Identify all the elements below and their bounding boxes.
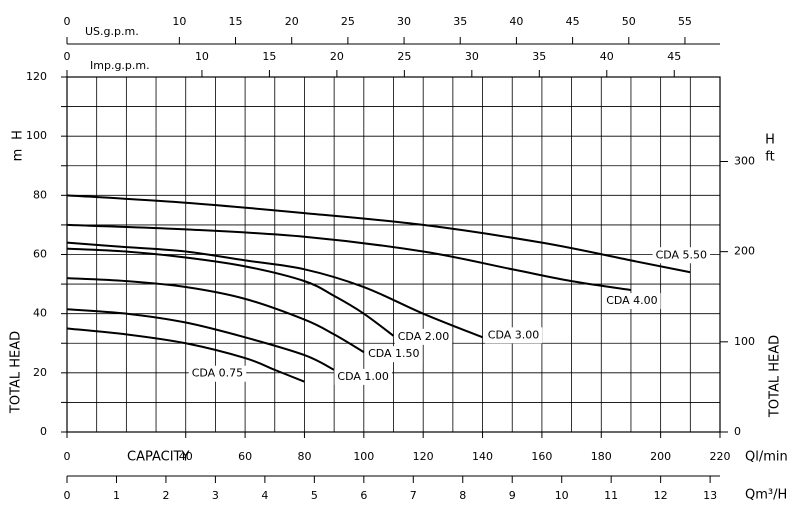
label-bg <box>484 327 543 344</box>
top-tick-label: 10 <box>172 15 186 28</box>
bottom-tick-label: 0 <box>64 489 71 502</box>
top-tick-label: 15 <box>229 15 243 28</box>
top-tick-label: 30 <box>397 15 411 28</box>
y2-label: TOTAL HEAD <box>768 335 783 418</box>
top-tick-label: 20 <box>330 50 344 63</box>
curve-label: CDA 5.50 <box>656 248 707 261</box>
bottom-tick-label: 1 <box>113 489 120 502</box>
x-label: CAPACITY <box>127 450 189 465</box>
pump-curve <box>66 194 691 274</box>
top-tick-label: 45 <box>667 50 681 63</box>
curve-label: CDA 1.50 <box>368 347 419 360</box>
y2-unit: ft <box>765 150 774 165</box>
y-tick-label: 60 <box>33 248 47 261</box>
label-bg <box>394 328 453 345</box>
y2-symbol: H <box>765 133 775 148</box>
top-tick-label: 40 <box>509 15 523 28</box>
x-tick-label: 40 <box>179 450 193 463</box>
label-bg <box>652 247 711 264</box>
bottom-tick-label: 8 <box>459 489 466 502</box>
curve-label: CDA 4.00 <box>606 294 657 307</box>
plot-frame <box>66 76 721 433</box>
x-tick-label: 0 <box>64 450 71 463</box>
bottom-tick-label: 4 <box>261 489 268 502</box>
bottom-tick-label: 12 <box>654 489 668 502</box>
bottom-tick-label: 3 <box>212 489 219 502</box>
x-tick-label: 80 <box>297 450 311 463</box>
top-tick-label: 55 <box>678 15 692 28</box>
bottom-tick-label: 7 <box>410 489 417 502</box>
bottom-tick-label: 10 <box>555 489 569 502</box>
pump-curve <box>66 241 483 339</box>
y-tick-label: 20 <box>33 366 47 379</box>
x-tick-label: 220 <box>710 450 731 463</box>
x-tick-label: 180 <box>591 450 612 463</box>
bottom-tick-label: 11 <box>604 489 618 502</box>
curve-label: CDA 2.00 <box>398 330 449 343</box>
curve-label: CDA 3.00 <box>488 328 539 341</box>
pump-curve <box>66 223 632 291</box>
x-tick-label: 100 <box>353 450 374 463</box>
bottom-tick-label: 9 <box>509 489 516 502</box>
top-tick-label: 25 <box>341 15 355 28</box>
top-tick-label: 15 <box>262 50 276 63</box>
x-tick-label: 60 <box>238 450 252 463</box>
x-tick-label: 120 <box>413 450 434 463</box>
top-tick-label: 50 <box>622 15 636 28</box>
y-tick-label: 120 <box>26 70 47 83</box>
y2-tick-label: 200 <box>734 245 755 258</box>
bottom-axis-label: Qm³/H <box>745 488 787 503</box>
pump-curve <box>66 277 365 353</box>
top-tick-label: 45 <box>566 15 580 28</box>
bottom-tick-label: 2 <box>162 489 169 502</box>
y-unit: m <box>11 149 26 162</box>
top-tick-label: 25 <box>397 50 411 63</box>
bottom-tick-label: 6 <box>360 489 367 502</box>
x-tick-label: 160 <box>531 450 552 463</box>
x-unit: Ql/min <box>745 450 788 465</box>
bottom-tick-label: 13 <box>703 489 717 502</box>
x-tick-label: 140 <box>472 450 493 463</box>
top-tick-label: 40 <box>600 50 614 63</box>
pump-curve <box>66 308 335 371</box>
y2-tick-label: 300 <box>734 154 755 167</box>
label-bg <box>334 368 392 385</box>
y-tick-label: 100 <box>26 129 47 142</box>
top-tick-label: 35 <box>453 15 467 28</box>
pump-curve <box>66 247 395 337</box>
label-bg <box>365 346 423 363</box>
label-bg <box>603 293 661 309</box>
top-tick-label: 35 <box>532 50 546 63</box>
curve-label: CDA 1.00 <box>337 370 388 383</box>
y-tick-label: 0 <box>40 425 47 438</box>
y2-tick-label: 0 <box>734 425 741 438</box>
top-tick-label: 30 <box>465 50 479 63</box>
y2-tick-label: 100 <box>734 335 755 348</box>
y-label: TOTAL HEAD <box>9 331 24 414</box>
top-axis-label: US.g.p.m. <box>85 25 139 38</box>
y-symbol: H <box>11 130 26 140</box>
top-axis-label: Imp.g.p.m. <box>90 59 150 72</box>
bottom-tick-label: 5 <box>311 489 318 502</box>
label-bg <box>188 365 247 382</box>
y-tick-label: 80 <box>33 188 47 201</box>
top-tick-label: 0 <box>64 15 71 28</box>
curve-label: CDA 0.75 <box>192 367 243 380</box>
top-tick-label: 10 <box>195 50 209 63</box>
top-tick-label: 0 <box>64 50 71 63</box>
x-tick-label: 200 <box>650 450 671 463</box>
pump-curve <box>66 327 305 383</box>
top-tick-label: 20 <box>285 15 299 28</box>
y-tick-label: 40 <box>33 307 47 320</box>
